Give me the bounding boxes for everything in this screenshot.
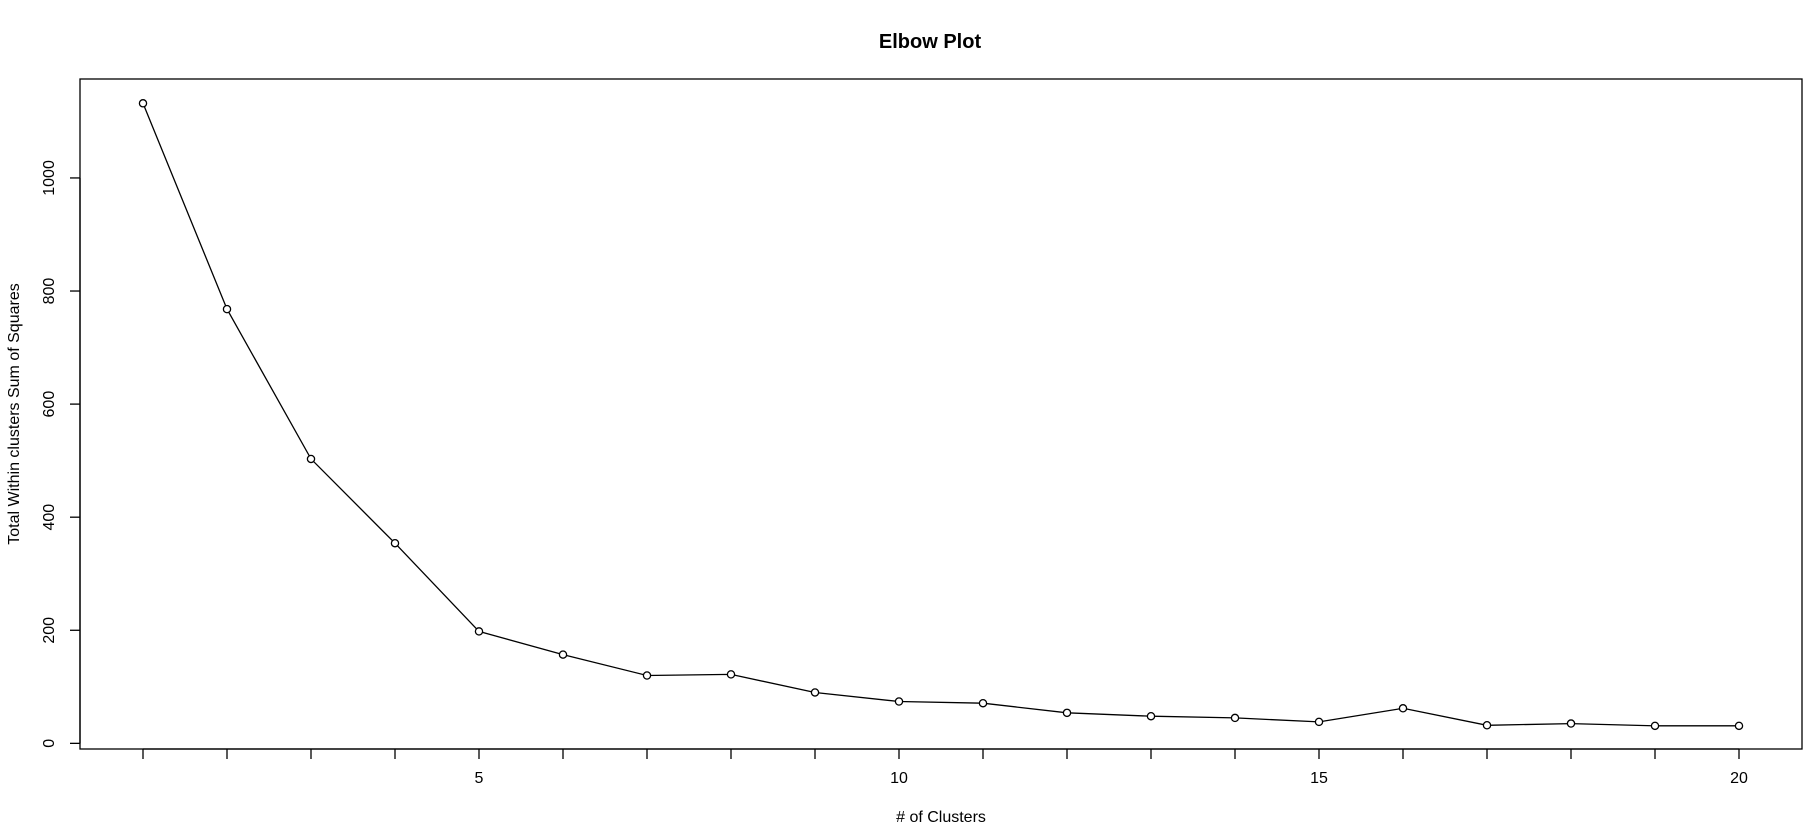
plot-frame bbox=[79, 78, 1803, 750]
data-points bbox=[138, 99, 1744, 731]
x-tick-label: 20 bbox=[1730, 770, 1748, 787]
data-point bbox=[1398, 704, 1408, 713]
data-point bbox=[978, 698, 988, 708]
chart-title: Elbow Plot bbox=[879, 31, 982, 53]
y-axis: 0 200 400 600 800 1000 bbox=[41, 160, 81, 748]
data-point bbox=[1146, 711, 1156, 721]
x-tick-label: 10 bbox=[890, 770, 908, 787]
data-point bbox=[1062, 708, 1072, 718]
data-point bbox=[306, 454, 316, 464]
y-axis-label: Total Within clusters Sum of Squares bbox=[6, 283, 23, 544]
data-point bbox=[1230, 713, 1240, 723]
data-point bbox=[1314, 717, 1324, 727]
data-point bbox=[1734, 721, 1744, 731]
data-point bbox=[642, 671, 652, 680]
data-point bbox=[138, 99, 148, 108]
y-tick-label: 600 bbox=[41, 391, 58, 418]
y-tick-label: 800 bbox=[41, 278, 58, 305]
data-point bbox=[222, 304, 232, 314]
y-tick-label: 0 bbox=[41, 739, 58, 748]
x-tick-label: 15 bbox=[1310, 770, 1328, 787]
series-line bbox=[142, 103, 1739, 727]
y-tick-label: 1000 bbox=[41, 160, 58, 196]
data-point bbox=[1566, 719, 1576, 728]
y-tick-label: 400 bbox=[41, 504, 58, 531]
data-point bbox=[1482, 721, 1492, 730]
x-tick-label: 5 bbox=[475, 770, 484, 787]
x-axis-label: # of Clusters bbox=[896, 809, 986, 826]
data-point bbox=[390, 538, 400, 548]
data-point bbox=[894, 697, 904, 706]
data-point bbox=[558, 650, 568, 659]
data-point bbox=[1650, 721, 1660, 731]
x-axis: 5 10 15 20 bbox=[142, 748, 1748, 787]
data-point bbox=[810, 688, 820, 697]
data-point bbox=[474, 627, 484, 636]
y-tick-label: 200 bbox=[41, 617, 58, 644]
data-point bbox=[726, 670, 736, 679]
